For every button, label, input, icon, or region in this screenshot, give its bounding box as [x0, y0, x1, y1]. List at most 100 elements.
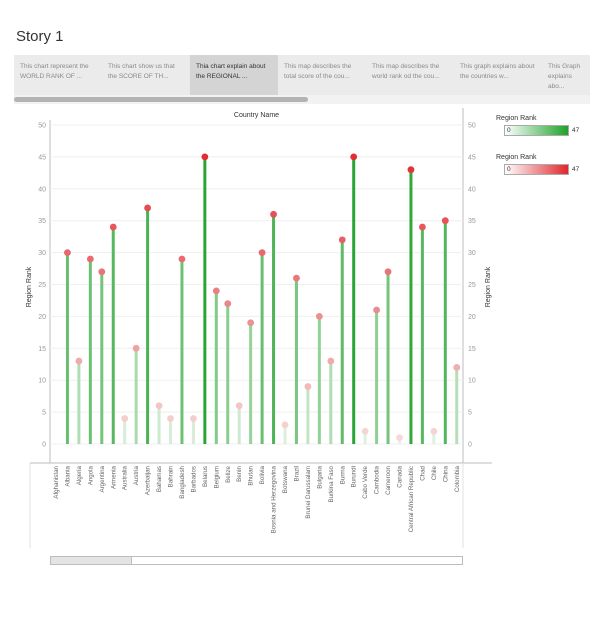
x-tick-label: Argentina [99, 465, 106, 492]
chart-horizontal-scrollbar[interactable] [50, 556, 463, 565]
data-point [167, 415, 174, 422]
y-tick-label: 50 [38, 123, 46, 130]
story-point-4[interactable]: This map describes the total score of th… [278, 55, 366, 95]
story-title: Story 1 [16, 28, 64, 45]
y-tick-label: 40 [38, 186, 46, 193]
data-point [281, 421, 289, 429]
x-tick-label: Belarus [202, 466, 209, 487]
y-tick-label-right: 40 [468, 186, 476, 193]
data-point [407, 166, 415, 174]
data-point [247, 319, 255, 327]
y-tick-label-right: 45 [468, 154, 476, 161]
x-tick-label: Azerbaijan [145, 465, 152, 495]
x-tick-label: Algeria [76, 465, 83, 485]
story-point-label: This graph explains about the countries … [460, 63, 535, 80]
x-tick-label: Bahrain [168, 465, 175, 487]
story-point-label: This chart show us that the SCORE OF TH.… [108, 63, 175, 80]
data-point [258, 249, 266, 256]
chart-scrollbar-thumb[interactable] [51, 557, 132, 564]
data-point [64, 249, 71, 256]
chart-title: Country Name [234, 112, 279, 119]
x-tick-label: Botswana [282, 465, 289, 493]
data-point [155, 402, 163, 410]
y-axis-title-right: Region Rank [485, 266, 492, 307]
x-tick-label: Burma [339, 465, 346, 484]
y-tick-label: 20 [38, 314, 46, 321]
y-tick-label: 30 [38, 250, 46, 257]
data-point [212, 287, 220, 295]
y-tick-label-right: 25 [468, 282, 476, 289]
y-tick-label: 45 [38, 154, 46, 161]
legend-red-title: Region Rank [496, 154, 537, 161]
y-tick-label-right: 5 [468, 410, 472, 417]
story-point-label: This map describes the world rank od the… [372, 63, 440, 80]
x-tick-label: Chile [431, 465, 438, 480]
x-tick-label: Bangladesh [179, 465, 186, 498]
legend-green-min: 0 [507, 127, 511, 134]
data-point [270, 210, 277, 218]
x-tick-label: Burkina Faso [328, 465, 335, 502]
data-point [430, 427, 438, 435]
x-tick-label: Armenia [110, 465, 117, 489]
data-point [121, 415, 129, 422]
x-tick-label: Benin [236, 465, 243, 481]
y-tick-label-right: 15 [468, 346, 476, 353]
data-point [132, 344, 140, 352]
y-tick-label: 35 [38, 218, 46, 225]
legend-green-ramp[interactable] [504, 125, 569, 136]
x-tick-label: China [442, 465, 449, 482]
data-point [75, 357, 83, 365]
data-point [419, 223, 426, 231]
x-tick-label: Bosnia and Herzegovina [271, 465, 278, 533]
data-point [396, 434, 403, 442]
data-point [315, 313, 323, 320]
x-tick-label: Angola [87, 465, 94, 485]
y-axis-title: Region Rank [26, 266, 33, 307]
y-tick-label: 0 [42, 442, 46, 449]
x-tick-label: Cambodia [374, 465, 381, 494]
legend-red-max: 47 [572, 166, 580, 173]
story-point-label: This Graph explains abo... [548, 63, 581, 90]
story-scrollbar[interactable] [14, 95, 590, 104]
y-tick-label: 25 [38, 282, 46, 289]
data-point [338, 236, 346, 244]
x-tick-label: Bhutan [248, 465, 255, 485]
x-tick-label: Brazil [293, 466, 300, 481]
story-point-2[interactable]: This chart show us that the SCORE OF TH.… [102, 55, 190, 95]
data-point [373, 306, 380, 314]
story-point-5[interactable]: This map describes the world rank od the… [366, 55, 454, 95]
legend-red-ramp[interactable] [504, 164, 569, 175]
story-point-7[interactable]: This Graph explains abo... [542, 55, 590, 95]
x-tick-label: Central African Republic [408, 466, 415, 532]
x-tick-label: Austria [133, 465, 140, 485]
x-tick-label: Bahamas [156, 466, 163, 492]
data-point [235, 402, 243, 410]
y-tick-label-right: 0 [468, 442, 472, 449]
x-tick-label: Bulgaria [316, 465, 323, 488]
data-point [86, 255, 94, 263]
x-tick-label: Canada [397, 465, 404, 487]
story-point-6[interactable]: This graph explains about the countries … [454, 55, 542, 95]
x-tick-label: Chad [419, 465, 426, 480]
data-point [293, 274, 300, 282]
data-point [304, 383, 312, 390]
legend-green-title: Region Rank [496, 115, 537, 122]
data-point [441, 217, 449, 225]
x-tick-label: Afghanistan [53, 465, 60, 498]
story-point-1[interactable]: This chart represent the WORLD RANK OF .… [14, 55, 102, 95]
y-tick-label: 5 [42, 410, 46, 417]
story-point-3[interactable]: Thia chart explain about the REGIONAL ..… [190, 55, 278, 95]
data-point [98, 268, 106, 276]
y-tick-label-right: 30 [468, 250, 476, 257]
story-scrollbar-thumb[interactable] [14, 97, 308, 102]
data-point [327, 357, 335, 365]
data-point [361, 427, 369, 435]
data-point [350, 153, 358, 161]
x-tick-label: Belize [225, 465, 232, 482]
data-point [178, 255, 186, 263]
x-tick-label: Belgium [213, 466, 220, 488]
y-tick-label-right: 20 [468, 314, 476, 321]
y-tick-label: 15 [38, 346, 46, 353]
legend-red-min: 0 [507, 166, 511, 173]
